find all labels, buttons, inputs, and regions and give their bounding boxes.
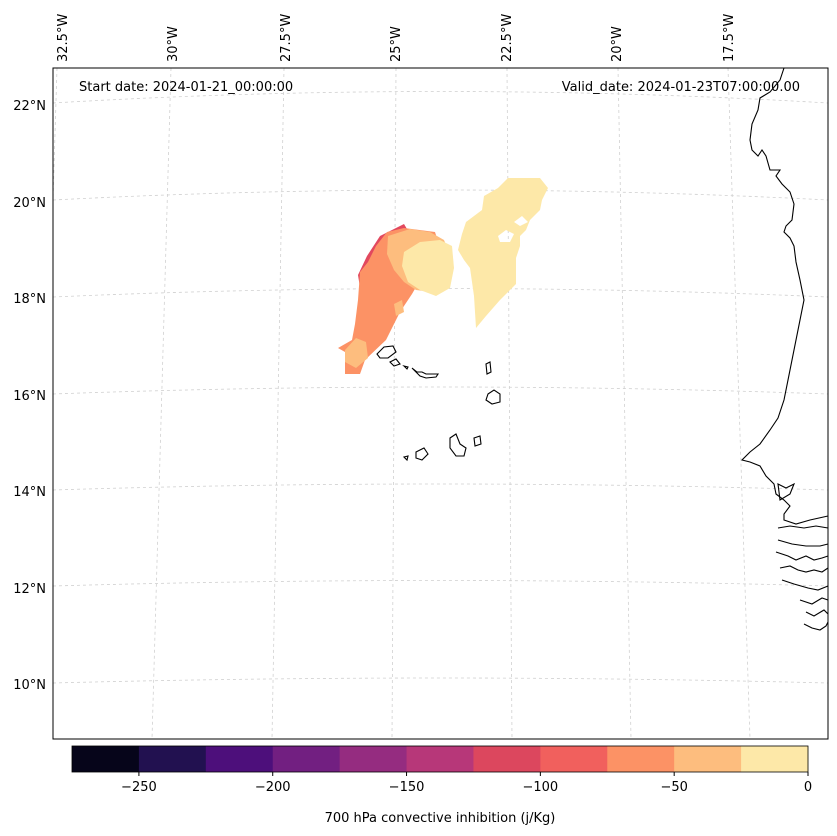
parallel-12n: [52, 580, 829, 587]
colorbar-swatch: [406, 746, 474, 772]
cin-field-peach-small: [345, 338, 368, 368]
parallel-14n: [52, 483, 829, 491]
start-date-label: Start date: 2024-01-21_00:00:00: [79, 80, 293, 95]
colorbar-swatch: [72, 746, 140, 772]
colorbar-tick-label: −100: [523, 780, 559, 795]
island-maio: [473, 435, 482, 447]
island-santa-luzia: [402, 364, 409, 370]
meridian-22-5w: [506, 67, 513, 740]
lat-label-20n: 20°N: [13, 196, 46, 211]
island-sal: [485, 361, 492, 375]
colorbar-swatch: [674, 746, 742, 772]
lon-label-17-5w: 17.5°W: [722, 14, 737, 62]
lon-label-25w: 25°W: [389, 26, 404, 62]
colorbar-tick-label: 0: [804, 780, 812, 795]
map-area: [53, 68, 828, 739]
meridian-20w: [617, 67, 632, 740]
meridian-32-5w: [52, 67, 58, 201]
meridian-30w: [151, 67, 172, 740]
colorbar-swatch: [339, 746, 408, 772]
coast-guinea: [781, 579, 829, 591]
coast-sierra-leone-2: [803, 621, 829, 631]
colorbar-tick-label: −150: [389, 780, 425, 795]
colorbar-swatch: [272, 746, 341, 772]
cape-verde-islands: [376, 345, 501, 462]
parallel-20n: [52, 189, 829, 201]
colorbar-swatch: [473, 746, 541, 772]
coast-bijagos: [779, 565, 829, 573]
colorbar-label: 700 hPa convective inhibition (j/Kg): [325, 811, 556, 826]
colorbar-swatch: [138, 746, 207, 772]
coast-mauritania-senegal: [740, 67, 829, 525]
meridian-17-5w: [727, 67, 751, 740]
coast-guinea-bissau: [775, 551, 829, 561]
coast-guinea-2: [799, 597, 829, 605]
lon-label-20w: 20°W: [610, 26, 625, 62]
lat-label-18n: 18°N: [13, 292, 46, 307]
island-fogo: [415, 447, 429, 461]
valid-date-label: Valid_date: 2024-01-23T07:00:00.00: [562, 80, 800, 95]
cin-field-peach-dot: [394, 300, 404, 316]
coast-sierra-leone: [805, 609, 829, 617]
coast-gambia: [777, 525, 829, 529]
longitude-labels: 32.5°W 30°W 27.5°W 25°W 22.5°W 20°W 17.5…: [56, 14, 737, 62]
colorbar: −250 −200 −150 −100 −50 0: [71, 745, 812, 795]
cin-field: [338, 178, 548, 374]
colorbar-border: [71, 745, 809, 773]
coast-gambia-south: [777, 539, 829, 547]
latitude-labels: 22°N 20°N 18°N 16°N 14°N 12°N 10°N: [13, 99, 46, 693]
lon-label-32-5w: 32.5°W: [56, 14, 71, 62]
cin-field-yellow-east: [458, 178, 548, 328]
lon-label-27-5w: 27.5°W: [279, 14, 294, 62]
lat-label-10n: 10°N: [13, 678, 46, 693]
colorbar-swatch: [205, 746, 274, 772]
island-sao-vicente: [389, 358, 401, 367]
lon-label-22-5w: 22.5°W: [500, 14, 515, 62]
lat-label-22n: 22°N: [13, 99, 46, 114]
colorbar-tick-label: −250: [121, 780, 157, 795]
lat-label-14n: 14°N: [13, 485, 46, 500]
lat-label-16n: 16°N: [13, 389, 46, 404]
meridian-25w: [391, 67, 397, 740]
parallel-22n: [52, 91, 829, 104]
island-boa-vista: [485, 389, 501, 405]
island-santiago: [449, 433, 467, 457]
colorbar-swatch: [741, 746, 809, 772]
africa-coastline: [740, 67, 829, 631]
colorbar-swatch: [607, 746, 675, 772]
parallel-18n: [52, 288, 829, 298]
island-sao-nicolau: [411, 367, 440, 379]
parallel-10n: [52, 677, 829, 684]
cin-field-yellow-west: [402, 240, 454, 296]
lon-label-30w: 30°W: [166, 26, 181, 62]
graticule: [52, 67, 829, 740]
colorbar-swatch: [540, 746, 608, 772]
parallel-16n: [52, 386, 829, 395]
colorbar-tick-label: −50: [660, 780, 687, 795]
coast-dakar: [777, 482, 796, 501]
island-santo-antao: [376, 345, 397, 359]
meridian-27-5w: [271, 67, 285, 740]
island-brava: [402, 455, 409, 462]
map-frame: [52, 67, 829, 740]
colorbar-tick-label: −200: [255, 780, 291, 795]
lat-label-12n: 12°N: [13, 582, 46, 597]
